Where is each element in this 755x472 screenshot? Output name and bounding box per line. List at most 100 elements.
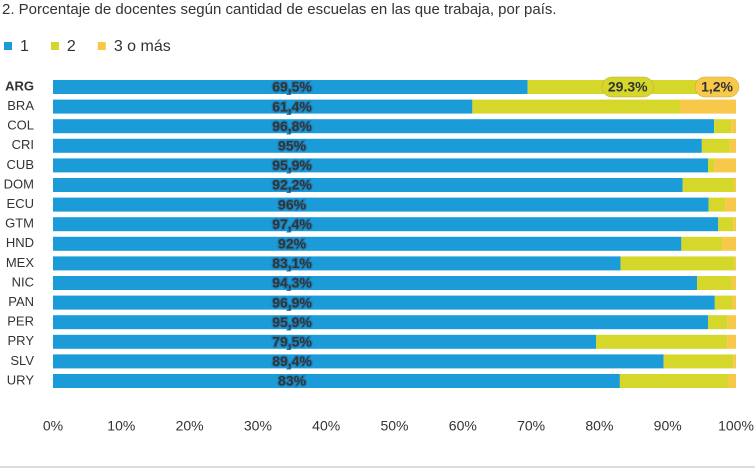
bar-segment (53, 276, 698, 290)
bar-segment (733, 178, 736, 192)
bar-segment (663, 354, 734, 369)
value-label-bg (601, 76, 654, 98)
bar-segment (53, 178, 683, 192)
bar-segment (714, 158, 736, 173)
y-tick-label: GTM (5, 216, 34, 231)
x-tick-label: 90% (654, 418, 682, 434)
bar-segment (53, 217, 719, 232)
bar-segment (732, 295, 736, 310)
value-label: 89,4% (272, 353, 312, 369)
value-label: 61,4% (272, 98, 312, 114)
y-tick-label: CUB (7, 157, 34, 172)
bar-segment (53, 256, 621, 271)
bar-segment (53, 295, 715, 310)
value-label: 92,2% (272, 177, 312, 193)
bar-segment (53, 99, 473, 114)
y-tick-label: PAN (8, 294, 34, 309)
value-label: 97,4% (272, 216, 312, 232)
bar-segment (718, 217, 734, 232)
bar-segment (53, 80, 528, 94)
value-label: 29.3% (608, 79, 648, 95)
value-label: 69,5% (272, 79, 312, 95)
x-tick-label: 10% (107, 418, 135, 434)
value-label: 95% (278, 138, 307, 154)
bar-segment (53, 138, 702, 153)
value-label-bg (694, 76, 740, 98)
bar-segment (731, 119, 736, 134)
value-label: 96% (278, 196, 307, 212)
legend-label: 2 (67, 38, 76, 55)
y-tick-label: PRY (8, 333, 35, 348)
value-label: 94,3% (272, 275, 312, 291)
y-tick-label: DOM (4, 176, 34, 191)
bar-segment (53, 334, 596, 349)
y-tick-label: BRA (7, 98, 34, 113)
bar-segment (53, 197, 709, 212)
value-label: 79,5% (272, 334, 312, 350)
value-label: 83,1% (272, 255, 312, 271)
bar-segment (707, 158, 715, 173)
bar-segment (733, 217, 736, 232)
y-tick-label: HND (6, 235, 34, 250)
bar-segment (53, 354, 664, 369)
value-label: 83% (278, 373, 307, 389)
x-tick-label: 70% (517, 418, 545, 434)
bar-segment (728, 374, 736, 388)
x-tick-label: 40% (312, 418, 340, 434)
x-tick-label: 100% (718, 418, 754, 434)
legend-label: 1 (20, 38, 29, 55)
value-label: 92% (278, 236, 307, 252)
bar-segment (727, 315, 736, 330)
bar-segment (733, 354, 736, 369)
y-tick-label: MEX (6, 255, 35, 270)
bar-segment (619, 374, 729, 388)
bar-segment (734, 256, 736, 271)
bar-segment (53, 374, 620, 388)
bar-segment (725, 197, 736, 212)
bar-segment (731, 276, 736, 290)
x-tick-label: 20% (176, 418, 204, 434)
x-tick-label: 60% (449, 418, 477, 434)
legend-swatch (97, 42, 106, 50)
y-tick-label: CRI (12, 137, 34, 152)
bar-segment (53, 119, 715, 134)
bar-segment (697, 276, 732, 290)
value-label: 1,2% (701, 79, 733, 95)
bar-segment (53, 158, 708, 173)
bar-segment (727, 334, 736, 349)
x-tick-label: 80% (585, 418, 613, 434)
bar-segment (714, 119, 732, 134)
bar-segment (722, 236, 736, 251)
value-label: 96,9% (272, 294, 312, 310)
y-tick-label: NIC (12, 274, 34, 289)
bar-segment (708, 197, 726, 212)
x-tick-label: 30% (244, 418, 272, 434)
y-tick-label: PER (7, 314, 34, 329)
legend-label: 3 o más (114, 38, 171, 55)
bar-segment (701, 138, 730, 153)
bar-segment (595, 334, 728, 349)
x-tick-label: 0% (43, 418, 63, 434)
bar-segment (53, 236, 682, 251)
value-label: 95,9% (272, 157, 312, 173)
chart-title: 2. Porcentaje de docentes según cantidad… (2, 1, 557, 18)
legend-swatch (4, 42, 12, 50)
bar-segment (707, 315, 728, 330)
value-label: 95,9% (272, 314, 312, 330)
x-tick-label: 50% (380, 418, 408, 434)
legend-swatch (50, 42, 59, 50)
bar-segment (714, 295, 733, 310)
value-label: 96,8% (272, 118, 312, 134)
y-tick-label: ECU (7, 196, 34, 211)
bar-segment (682, 178, 734, 192)
y-tick-label: SLV (10, 353, 34, 368)
bar-segment (679, 99, 736, 114)
y-tick-label: ARG (5, 78, 34, 93)
bar-segment (53, 315, 708, 330)
bar-segment (472, 99, 680, 114)
bar-segment (681, 236, 723, 251)
y-tick-label: COL (7, 118, 34, 133)
bar-segment (729, 138, 736, 153)
bar-segment (620, 256, 735, 271)
